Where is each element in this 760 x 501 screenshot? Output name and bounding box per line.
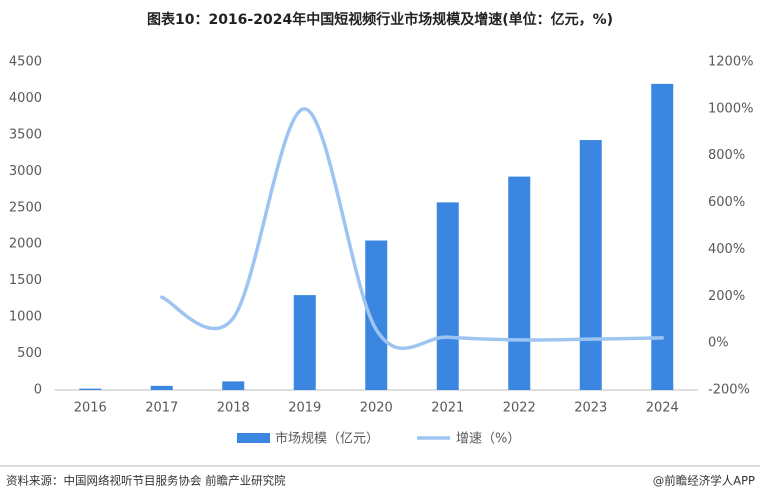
x-tick-label: 2019 (288, 401, 321, 416)
y2-tick-label: 200% (708, 289, 745, 304)
y2-tick-label: 1000% (708, 101, 753, 116)
y2-tick-label: 600% (708, 195, 745, 210)
y-tick-label: 1500 (9, 273, 42, 288)
y-tick-label: 3000 (9, 164, 42, 179)
x-tick-label: 2021 (431, 401, 464, 416)
y2-tick-label: 1200% (708, 55, 753, 70)
source: 资料来源：中国网络视听节目服务协会 前瞻产业研究院 (6, 474, 286, 488)
bar (651, 83, 674, 390)
bar (365, 240, 388, 390)
y-tick-label: 500 (17, 346, 42, 361)
bar (222, 381, 245, 390)
x-tick-label: 2018 (217, 401, 250, 416)
y-tick-label: 1000 (9, 310, 42, 325)
y-tick-label: 0 (34, 383, 42, 398)
bar (150, 385, 173, 390)
y2-tick-label: 800% (708, 148, 745, 163)
y-tick-label: 4000 (9, 91, 42, 106)
y-tick-label: 2000 (9, 237, 42, 252)
y-tick-label: 2500 (9, 200, 42, 215)
legend-label: 增速（%） (456, 432, 520, 447)
y-tick-label: 3500 (9, 127, 42, 142)
x-tick-label: 2023 (574, 401, 607, 416)
chart-title: 图表10：2016-2024年中国短视频行业市场规模及增速(单位：亿元，%) (147, 11, 613, 28)
bar (79, 388, 102, 390)
credit: @前瞻经济学人APP (653, 474, 755, 488)
y2-tick-label: 400% (708, 242, 745, 257)
bar (579, 140, 602, 390)
bar (508, 176, 531, 390)
y2-tick-label: 0% (708, 336, 729, 351)
growth-line (160, 107, 664, 351)
y2-tick-label: -200% (708, 383, 750, 398)
bar (436, 202, 459, 390)
bar (293, 295, 316, 390)
x-tick-label: 2022 (503, 401, 536, 416)
x-tick-label: 2020 (360, 401, 393, 416)
x-tick-label: 2016 (74, 401, 107, 416)
x-tick-label: 2017 (145, 401, 178, 416)
legend-label: 市场规模（亿元） (275, 431, 379, 447)
x-tick-label: 2024 (646, 401, 679, 416)
legend-swatch (237, 433, 270, 443)
y-tick-label: 4500 (9, 55, 42, 70)
